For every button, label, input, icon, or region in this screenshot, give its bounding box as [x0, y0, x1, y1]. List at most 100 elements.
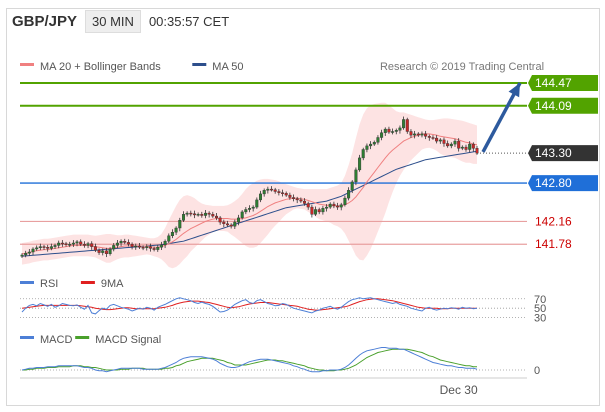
- candle-body: [475, 148, 479, 154]
- level-tag-2: [528, 145, 598, 162]
- candle-body: [46, 246, 50, 249]
- candle-body: [79, 241, 83, 245]
- candle-body: [284, 193, 288, 196]
- candle-body: [167, 235, 171, 242]
- candle-body: [251, 206, 255, 209]
- candle-body: [332, 203, 336, 207]
- candle-body: [460, 146, 464, 149]
- candle-body: [438, 139, 442, 142]
- candle-body: [93, 246, 97, 251]
- candle-body: [259, 193, 263, 201]
- candle-body: [207, 212, 211, 215]
- candle-body: [156, 246, 160, 250]
- candle-body: [24, 252, 28, 256]
- candle-body: [108, 248, 112, 255]
- candle-body: [354, 169, 358, 183]
- x-tick-label: Dec 30: [440, 383, 478, 397]
- candle-body: [255, 199, 259, 208]
- rsi-legend-label-1: 9MA: [101, 278, 124, 290]
- candle-body: [325, 206, 329, 209]
- candle-body: [317, 209, 321, 213]
- level-label-0: 144.47: [535, 76, 572, 90]
- candle-body: [189, 212, 193, 215]
- candle-body: [101, 250, 105, 253]
- candle-body: [211, 214, 215, 217]
- candle-body: [27, 251, 31, 254]
- candle-body: [123, 240, 127, 243]
- candle-body: [299, 199, 303, 202]
- candle-body: [104, 250, 108, 255]
- candle-body: [273, 189, 277, 192]
- rsi-legend-swatch-0: [20, 281, 34, 284]
- candle-body: [218, 217, 222, 223]
- timeframe-selector[interactable]: 30 MIN: [85, 9, 141, 33]
- candle-body: [380, 132, 384, 138]
- rsi-level-label-1: 50: [534, 303, 546, 315]
- ma20-line: [21, 133, 478, 255]
- candle-body: [369, 143, 373, 147]
- level-label-4: 142.16: [535, 214, 572, 228]
- candle-body: [90, 243, 94, 247]
- candle-body: [53, 245, 57, 247]
- candle-body: [229, 224, 233, 227]
- bollinger-band: [22, 102, 477, 269]
- candle-body: [97, 249, 101, 253]
- rsi-level-label-0: 70: [534, 294, 546, 306]
- candle-body: [236, 217, 240, 223]
- candle-body: [449, 143, 453, 147]
- candle-body: [314, 209, 318, 215]
- rsi-line: [21, 297, 478, 315]
- candle-body: [358, 157, 362, 171]
- candle-body: [376, 137, 380, 143]
- candle-body: [137, 245, 141, 248]
- level-label-2: 143.30: [535, 146, 572, 160]
- candle-body: [453, 140, 457, 145]
- candle-body: [281, 192, 285, 194]
- candle-body: [170, 231, 174, 236]
- rsi-level-label-2: 30: [534, 313, 546, 325]
- candle-body: [321, 208, 325, 213]
- candle-body: [310, 206, 314, 215]
- candle-body: [464, 146, 468, 150]
- candle-body: [174, 227, 178, 233]
- candle-body: [152, 248, 156, 250]
- candle-body: [222, 221, 226, 224]
- candle-body: [71, 242, 75, 245]
- candle-body: [266, 188, 270, 191]
- candle-body: [115, 242, 119, 246]
- candle-body: [60, 242, 64, 245]
- candle-body: [343, 197, 347, 205]
- candle-body: [394, 130, 398, 132]
- candle-body: [339, 204, 343, 208]
- candle-body: [372, 142, 376, 145]
- candle-body: [203, 212, 207, 216]
- candle-body: [214, 215, 218, 219]
- candle-body: [64, 243, 68, 246]
- level-tag-3: [528, 175, 598, 192]
- candle-body: [148, 246, 152, 249]
- candle-body: [185, 212, 189, 215]
- macd-legend-label-1: MACD Signal: [95, 334, 161, 346]
- candle-body: [200, 214, 204, 216]
- candle-body: [306, 203, 310, 208]
- candle-body: [86, 243, 90, 246]
- legend-swatch-1: [192, 63, 207, 66]
- candle-body: [468, 143, 472, 150]
- candle-body: [38, 246, 42, 249]
- candle-body: [303, 200, 307, 204]
- candle-body: [141, 246, 145, 249]
- symbol-label: GBP/JPY: [12, 12, 78, 30]
- candle-body: [233, 221, 237, 227]
- candle-body: [225, 223, 229, 226]
- research-credit: Research © 2019 Trading Central: [380, 61, 544, 73]
- candle-body: [178, 219, 182, 229]
- candle-body: [391, 131, 395, 133]
- candle-body: [387, 128, 391, 133]
- candle-body: [427, 136, 431, 138]
- candle-body: [192, 213, 196, 216]
- candle-body: [398, 127, 402, 131]
- candle-body: [134, 245, 138, 248]
- candle-body: [457, 140, 461, 149]
- candle-body: [244, 209, 248, 213]
- candle-body: [181, 214, 185, 221]
